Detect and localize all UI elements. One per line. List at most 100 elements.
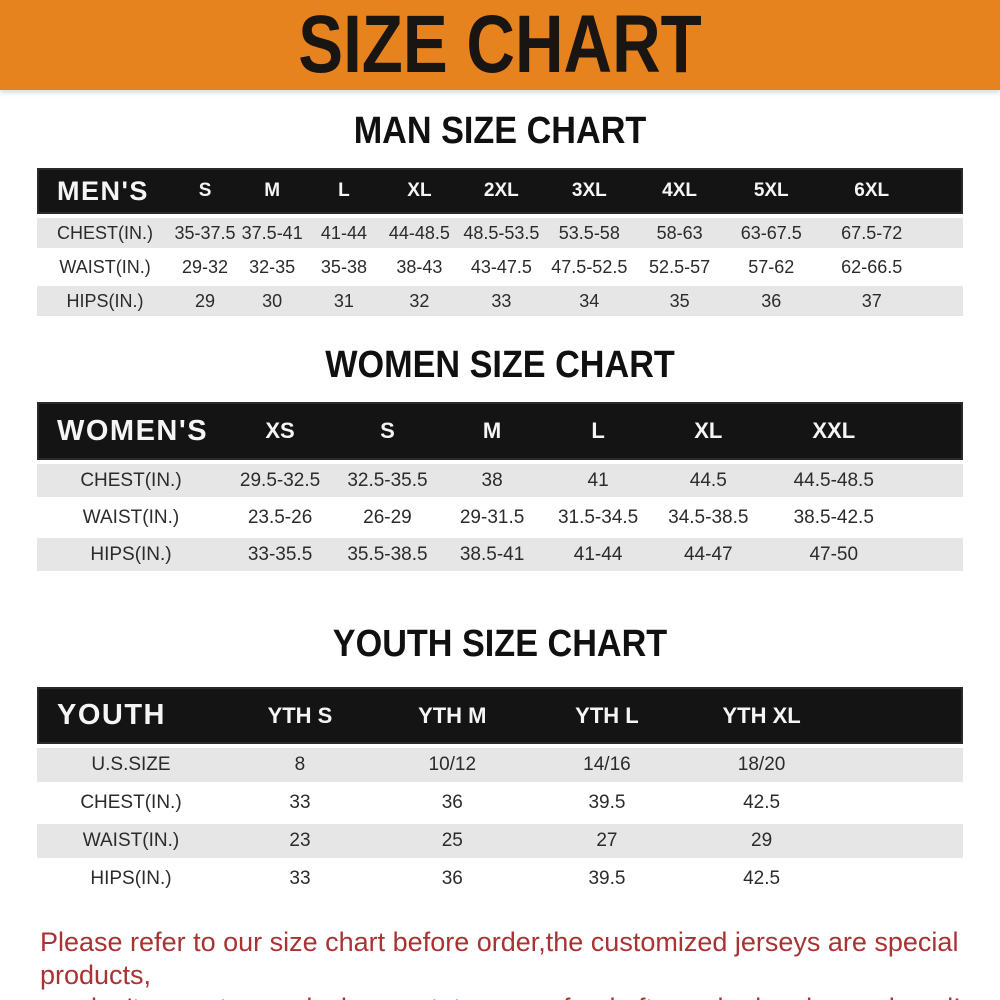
size-value-cell: 48.5-53.5 — [458, 218, 545, 248]
table-header-row: MEN'S S M L XL 2XL 3XL 4XL 5XL 6XL — [37, 168, 963, 214]
size-value-cell: 35.5-38.5 — [335, 538, 440, 571]
size-value-cell: 53.5-58 — [544, 218, 635, 248]
table-title-cell: WOMEN'S — [37, 402, 225, 460]
spacer-cell — [838, 862, 963, 896]
size-column-header: YTH M — [374, 687, 530, 744]
table-row: HIPS(IN.) 33 36 39.5 42.5 — [37, 862, 963, 896]
spacer-cell — [838, 687, 963, 744]
size-value-cell: 63-67.5 — [724, 218, 818, 248]
measurement-row-label: HIPS(IN.) — [37, 286, 174, 316]
youth-section-heading: YOUTH SIZE CHART — [332, 623, 668, 665]
size-value-cell: 38.5-42.5 — [764, 501, 903, 534]
youth-table-wrap: YOUTH YTH S YTH M YTH L YTH XL U.S.SIZE 8 10/12… — [0, 683, 1000, 900]
size-column-header: YTH S — [224, 687, 375, 744]
measurement-row-label: CHEST(IN.) — [37, 464, 225, 497]
size-value-cell: 44.5 — [651, 464, 765, 497]
table-row: CHEST(IN.) 33 36 39.5 42.5 — [37, 786, 963, 820]
size-value-cell: 29 — [173, 286, 237, 316]
size-value-cell: 30 — [237, 286, 308, 316]
spacer-cell — [902, 501, 963, 534]
size-value-cell: 32-35 — [237, 252, 308, 282]
spacer-cell — [925, 168, 963, 214]
size-column-header: XXL — [764, 402, 903, 460]
size-value-cell: 29.5-32.5 — [224, 464, 336, 497]
size-value-cell: 34.5-38.5 — [651, 501, 765, 534]
women-size-table: WOMEN'S XS S M L XL XXL CHEST(IN.) 29.5-32.5 32.5… — [37, 398, 963, 575]
size-column-header: 4XL — [634, 168, 725, 214]
size-column-header: 3XL — [544, 168, 635, 214]
size-column-header: XL — [651, 402, 765, 460]
size-value-cell: 67.5-72 — [817, 218, 926, 248]
size-value-cell: 62-66.5 — [817, 252, 926, 282]
size-value-cell: 33 — [224, 862, 375, 896]
size-value-cell: 35-37.5 — [173, 218, 237, 248]
size-chart-banner: SIZE CHART — [0, 0, 1000, 90]
size-value-cell: 36 — [374, 862, 530, 896]
size-value-cell: 34 — [544, 286, 635, 316]
size-value-cell: 23.5-26 — [224, 501, 336, 534]
size-column-header: S — [335, 402, 440, 460]
size-column-header: XS — [224, 402, 336, 460]
men-section-heading: MAN SIZE CHART — [353, 110, 647, 152]
spacer-cell — [925, 218, 963, 248]
size-value-cell: 43-47.5 — [458, 252, 545, 282]
spacer-cell — [838, 786, 963, 820]
size-column-header: M — [439, 402, 545, 460]
measurement-row-label: WAIST(IN.) — [37, 824, 225, 858]
size-value-cell: 41-44 — [544, 538, 652, 571]
measurement-row-label: WAIST(IN.) — [37, 501, 225, 534]
size-value-cell: 31.5-34.5 — [544, 501, 652, 534]
spacer-cell — [838, 824, 963, 858]
size-value-cell: 52.5-57 — [634, 252, 725, 282]
measurement-row-label: WAIST(IN.) — [37, 252, 174, 282]
youth-size-table: YOUTH YTH S YTH M YTH L YTH XL U.S.SIZE 8 10/12… — [37, 683, 963, 900]
size-value-cell: 44-48.5 — [380, 218, 459, 248]
table-row: WAIST(IN.) 23 25 27 29 — [37, 824, 963, 858]
size-value-cell: 33 — [224, 786, 375, 820]
table-header-row: WOMEN'S XS S M L XL XXL — [37, 402, 963, 460]
spacer-cell — [902, 464, 963, 497]
size-value-cell: 38.5-41 — [439, 538, 545, 571]
size-column-header: M — [237, 168, 308, 214]
size-value-cell: 37 — [817, 286, 926, 316]
size-value-cell: 41-44 — [307, 218, 381, 248]
size-value-cell: 57-62 — [724, 252, 818, 282]
youth-size-section: YOUTH SIZE CHART YOUTH YTH S YTH M YTH L YTH… — [0, 625, 1000, 900]
size-value-cell: 42.5 — [684, 862, 839, 896]
size-chart-content: MAN SIZE CHART MEN'S S M L XL 2XL 3XL 4XL 5XL 6XL… — [0, 112, 1000, 1000]
size-value-cell: 29 — [684, 824, 839, 858]
size-value-cell: 44-47 — [651, 538, 765, 571]
table-row: WAIST(IN.) 29-32 32-35 35-38 38-43 43-47.5 47.… — [37, 252, 963, 282]
disclaimer-line-2: we don't accept cancel, change, teturn o… — [40, 992, 1000, 1000]
table-row: CHEST(IN.) 29.5-32.5 32.5-35.5 38 41 44.5 44.5… — [37, 464, 963, 497]
spacer-cell — [902, 402, 963, 460]
size-column-header: S — [173, 168, 237, 214]
size-value-cell: 39.5 — [529, 862, 685, 896]
size-value-cell: 36 — [374, 786, 530, 820]
size-value-cell: 42.5 — [684, 786, 839, 820]
spacer-cell — [925, 252, 963, 282]
size-column-header: L — [544, 402, 652, 460]
spacer-cell — [838, 748, 963, 782]
men-table-wrap: MEN'S S M L XL 2XL 3XL 4XL 5XL 6XL CHEST(IN.) 35-37… — [0, 164, 1000, 320]
size-value-cell: 23 — [224, 824, 375, 858]
size-value-cell: 38-43 — [380, 252, 459, 282]
size-value-cell: 44.5-48.5 — [764, 464, 903, 497]
size-value-cell: 27 — [529, 824, 685, 858]
table-row: HIPS(IN.) 29 30 31 32 33 34 35 36 37 — [37, 286, 963, 316]
size-column-header: YTH XL — [684, 687, 839, 744]
size-value-cell: 35-38 — [307, 252, 381, 282]
women-size-section: WOMEN SIZE CHART WOMEN'S XS S M L XL XXL CHEST(… — [0, 346, 1000, 575]
size-value-cell: 25 — [374, 824, 530, 858]
size-value-cell: 47.5-52.5 — [544, 252, 635, 282]
size-column-header: 2XL — [458, 168, 545, 214]
table-row: CHEST(IN.) 35-37.5 37.5-41 41-44 44-48.5 48.5… — [37, 218, 963, 248]
size-value-cell: 29-32 — [173, 252, 237, 282]
size-value-cell: 32.5-35.5 — [335, 464, 440, 497]
measurement-row-label: CHEST(IN.) — [37, 786, 225, 820]
men-size-table: MEN'S S M L XL 2XL 3XL 4XL 5XL 6XL CHEST(IN.) 35-37… — [37, 164, 963, 320]
size-column-header: 5XL — [724, 168, 818, 214]
table-row: WAIST(IN.) 23.5-26 26-29 29-31.5 31.5-34.5 34… — [37, 501, 963, 534]
size-value-cell: 10/12 — [374, 748, 530, 782]
measurement-row-label: U.S.SIZE — [37, 748, 225, 782]
